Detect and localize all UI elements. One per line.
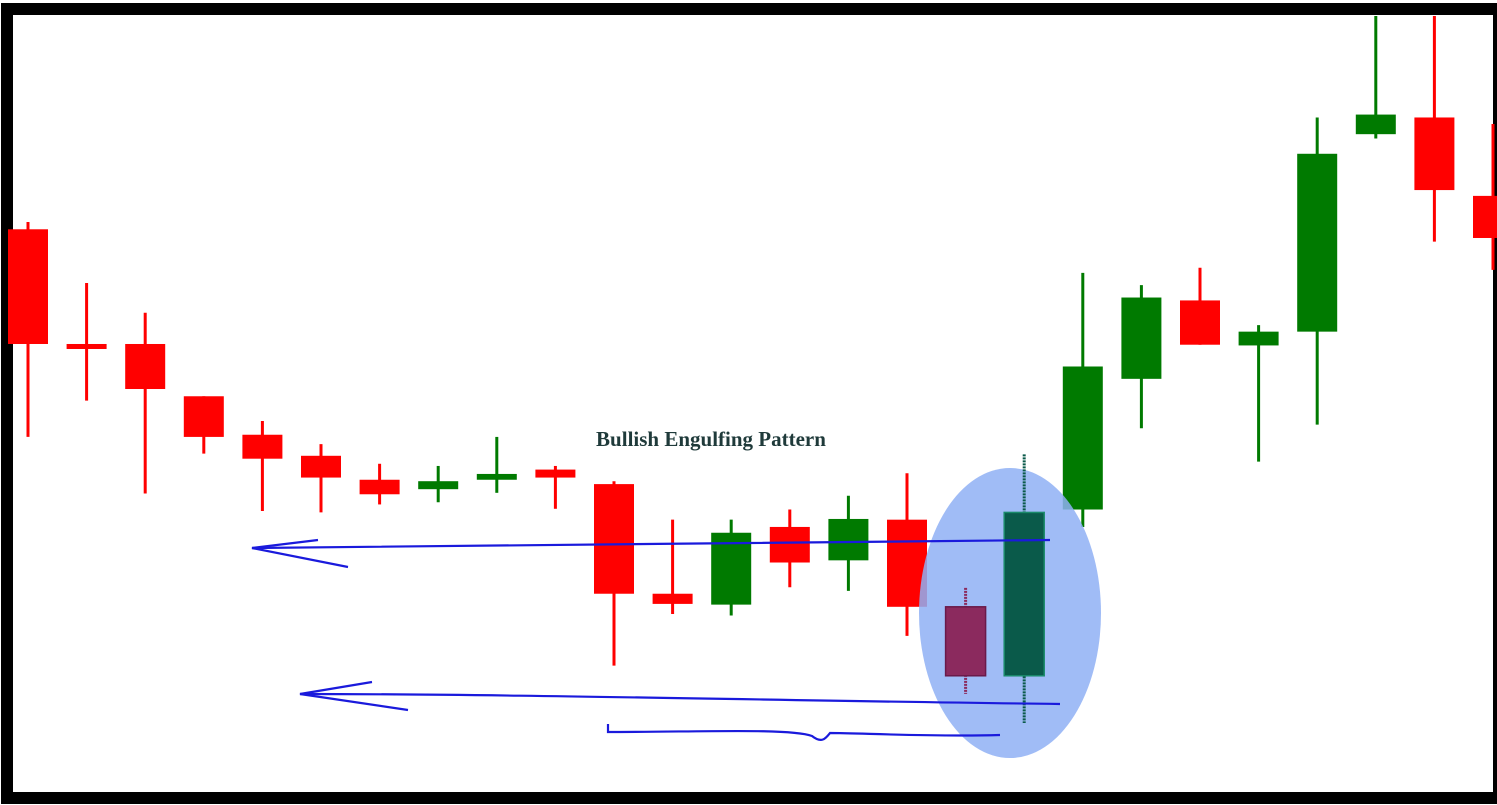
pattern-annotation-label: Bullish Engulfing Pattern [596, 427, 826, 451]
candle-body [8, 229, 48, 344]
candle-13 [711, 519, 752, 616]
candle-9 [476, 436, 517, 493]
candle-1 [8, 222, 48, 437]
candle-7 [359, 463, 400, 505]
candle-body [594, 484, 634, 594]
candle-8 [418, 465, 459, 503]
candle-25 [1414, 16, 1455, 242]
candle-body [301, 455, 341, 478]
candle-body [769, 526, 810, 563]
candle-body [535, 469, 576, 478]
candle-6 [301, 444, 341, 513]
candles-layer [8, 16, 1497, 666]
candle-2 [66, 283, 107, 401]
lower-support-line [299, 692, 1061, 706]
candle-body [1238, 331, 1279, 346]
candle-body [1121, 297, 1162, 379]
candle-14 [769, 509, 810, 588]
candle-22 [1238, 325, 1279, 462]
candle-19 [1062, 272, 1103, 527]
candle-body [711, 532, 752, 605]
candle-body [125, 343, 166, 389]
candle-10 [535, 465, 576, 509]
chart-frame-border [1, 3, 1497, 804]
bottom-bracket-line [606, 724, 1001, 741]
annotation-layer: Bullish Engulfing Pattern [251, 427, 1101, 758]
candle-body [1473, 195, 1497, 238]
upper-support-line [251, 538, 1051, 550]
candle-26 [1473, 124, 1497, 270]
candle-11 [594, 481, 634, 666]
candle-body [359, 479, 400, 495]
candle-23 [1297, 117, 1338, 425]
lower-arrow-head [299, 680, 409, 712]
candle-body [1297, 153, 1338, 332]
candle-body [1003, 511, 1045, 677]
candle-5 [242, 420, 283, 511]
candle-body [242, 434, 283, 459]
candle-12 [652, 519, 693, 615]
candle-body [1180, 300, 1220, 345]
candle-15 [828, 495, 869, 591]
candle-body [183, 396, 224, 437]
candle-24 [1355, 16, 1396, 139]
candle-body [1355, 114, 1396, 135]
candle-body [66, 343, 107, 349]
candle-body [418, 481, 459, 490]
candle-body [944, 606, 987, 677]
candle-3 [125, 312, 166, 494]
candle-17 [944, 587, 987, 694]
candle-body [1062, 366, 1103, 510]
candle-body [828, 518, 869, 561]
candle-body [1414, 117, 1455, 191]
candle-body [652, 593, 693, 604]
candle-body [476, 473, 517, 480]
candle-20 [1121, 285, 1162, 429]
upper-arrow-head [251, 538, 349, 569]
candle-21 [1180, 267, 1220, 345]
candle-4 [183, 396, 224, 454]
